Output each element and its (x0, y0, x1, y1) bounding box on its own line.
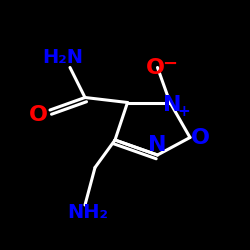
Text: +: + (178, 104, 190, 119)
Text: O: O (146, 58, 165, 78)
Text: NH₂: NH₂ (67, 203, 108, 222)
Text: O: O (190, 128, 210, 148)
Text: O: O (29, 105, 48, 125)
Text: H₂N: H₂N (42, 48, 83, 67)
Text: −: − (162, 55, 177, 73)
Text: N: N (148, 135, 167, 155)
Text: N: N (163, 95, 182, 115)
